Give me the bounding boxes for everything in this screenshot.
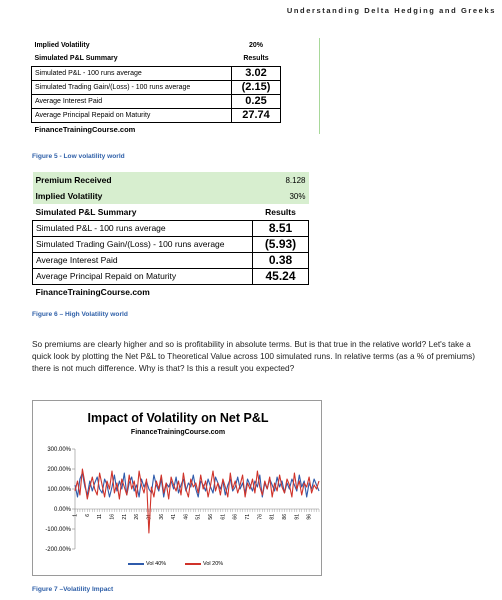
x-tick-label: 41 (171, 514, 177, 520)
x-tick-label: 51 (196, 514, 202, 520)
x-tick-label: 91 (294, 514, 300, 520)
x-tick-label: 11 (97, 514, 103, 519)
row-label: Simulated P&L - 100 runs average (32, 219, 253, 237)
row-value: (5.93) (252, 235, 309, 253)
gridline (319, 38, 320, 134)
body-paragraph: So premiums are clearly higher and so is… (32, 339, 476, 374)
legend-swatch (128, 562, 144, 565)
row-value: 3.02 (231, 65, 281, 81)
legend-label: Vol 40% (146, 561, 167, 567)
chart-subtitle: FinanceTrainingCourse.com (130, 429, 226, 436)
row-label: Simulated Trading Gain/(Loss) - 100 runs… (32, 235, 253, 253)
volatility-chart: Impact of Volatility on Net P&L FinanceT… (32, 400, 322, 576)
table-row: Simulated P&L Summary Results (33, 204, 309, 220)
series-line-vol20 (74, 468, 320, 534)
table-row: Simulated Trading Gain/(Loss) - 100 runs… (31, 79, 281, 95)
row-label: Simulated Trading Gain/(Loss) - 100 runs… (31, 79, 232, 95)
site-label: FinanceTrainingCourse.com (35, 287, 150, 298)
x-tick-label: 61 (220, 514, 226, 520)
y-tick-label: 200.00% (47, 467, 71, 473)
row-value: 0.38 (252, 251, 309, 269)
premium-label: Premium Received (35, 175, 112, 185)
row-value: 27.74 (231, 107, 281, 123)
table-row: Premium Received 8.128 (32, 172, 309, 188)
x-tick-label: 1 (73, 514, 79, 517)
x-tick-label: 86 (282, 514, 288, 520)
legend-item-vol20: Vol 20% (185, 561, 223, 567)
results-label: Results (265, 206, 296, 217)
table-row: Average Principal Repaid on Maturity 27.… (31, 107, 281, 123)
legend-item-vol40: Vol 40% (128, 561, 166, 567)
x-tick-label: 56 (208, 514, 214, 520)
y-tick-label: 0.00% (54, 507, 72, 513)
table-row: Simulated Trading Gain/(Loss) - 100 runs… (32, 235, 309, 253)
row-value: 45.24 (252, 267, 309, 285)
row-label: Average Principal Repaid on Maturity (32, 267, 253, 285)
running-header: Understanding Delta Hedging and Greeks (286, 6, 496, 15)
results-label: Results (243, 55, 269, 63)
figure-5-caption: Figure 5 - Low volatility world (32, 153, 125, 160)
legend-swatch (185, 562, 201, 565)
x-tick-label: 6 (85, 514, 91, 517)
x-tick-label: 71 (245, 514, 251, 520)
summary-label: Simulated P&L Summary (35, 206, 137, 217)
summary-label: Simulated P&L Summary (34, 55, 118, 63)
implied-vol-value: 30% (289, 191, 306, 201)
row-label: Simulated P&L - 100 runs average (31, 65, 232, 81)
table-row: FinanceTrainingCourse.com (32, 122, 281, 136)
implied-vol-label: Implied Volatility (34, 41, 90, 49)
x-tick-label: 76 (257, 514, 263, 520)
low-vol-table: Implied Volatility 20% Simulated P&L Sum… (31, 38, 281, 136)
row-value: 0.25 (231, 93, 281, 109)
x-tick-label: 81 (270, 514, 276, 520)
legend-label: Vol 20% (203, 561, 224, 567)
row-value: (2.15) (231, 79, 281, 95)
x-tick-label: 36 (159, 514, 165, 520)
table-row: Simulated P&L Summary Results (32, 52, 281, 66)
table-row: Simulated P&L - 100 runs average 8.51 (32, 219, 309, 237)
implied-vol-label: Implied Volatility (35, 191, 103, 201)
x-tick-label: 21 (122, 514, 128, 520)
x-tick-label: 96 (307, 514, 313, 520)
x-tick-label: 16 (109, 514, 115, 520)
x-tick-label: 46 (183, 514, 189, 520)
y-tick-label: 300.00% (47, 447, 71, 453)
y-tick-label: -100.00% (45, 527, 71, 533)
figure-7-caption: Figure 7 –Volatility Impact (32, 586, 114, 593)
chart-title: Impact of Volatility on Net P&L (87, 411, 269, 425)
table-row: FinanceTrainingCourse.com (33, 284, 309, 300)
y-tick-label: 100.00% (47, 487, 71, 493)
high-vol-table: Premium Received 8.128 Implied Volatilit… (32, 172, 309, 300)
table-row: Implied Volatility 30% (32, 188, 309, 204)
row-label: Average Interest Paid (32, 251, 253, 269)
chart-plot: 300.00% 200.00% 100.00% 0.00% -100.00% -200.0… (45, 447, 320, 553)
site-label: FinanceTrainingCourse.com (34, 124, 136, 134)
x-tick-label: 26 (134, 514, 140, 520)
y-tick-label: -200.00% (45, 547, 71, 553)
table-row: Average Interest Paid 0.38 (32, 251, 309, 269)
table-row: Simulated P&L - 100 runs average 3.02 (31, 65, 281, 81)
x-tick-label: 66 (233, 514, 239, 520)
table-row: Implied Volatility 20% (32, 38, 281, 52)
row-value: 8.51 (252, 219, 309, 237)
row-label: Average Interest Paid (31, 93, 232, 109)
premium-value: 8.128 (285, 175, 306, 185)
implied-vol-value: 20% (248, 41, 263, 49)
figure-6-caption: Figure 6 – High Volatility world (32, 311, 128, 318)
table-row: Average Interest Paid 0.25 (31, 93, 281, 109)
table-row: Average Principal Repaid on Maturity 45.… (32, 267, 309, 285)
row-label: Average Principal Repaid on Maturity (31, 107, 232, 123)
